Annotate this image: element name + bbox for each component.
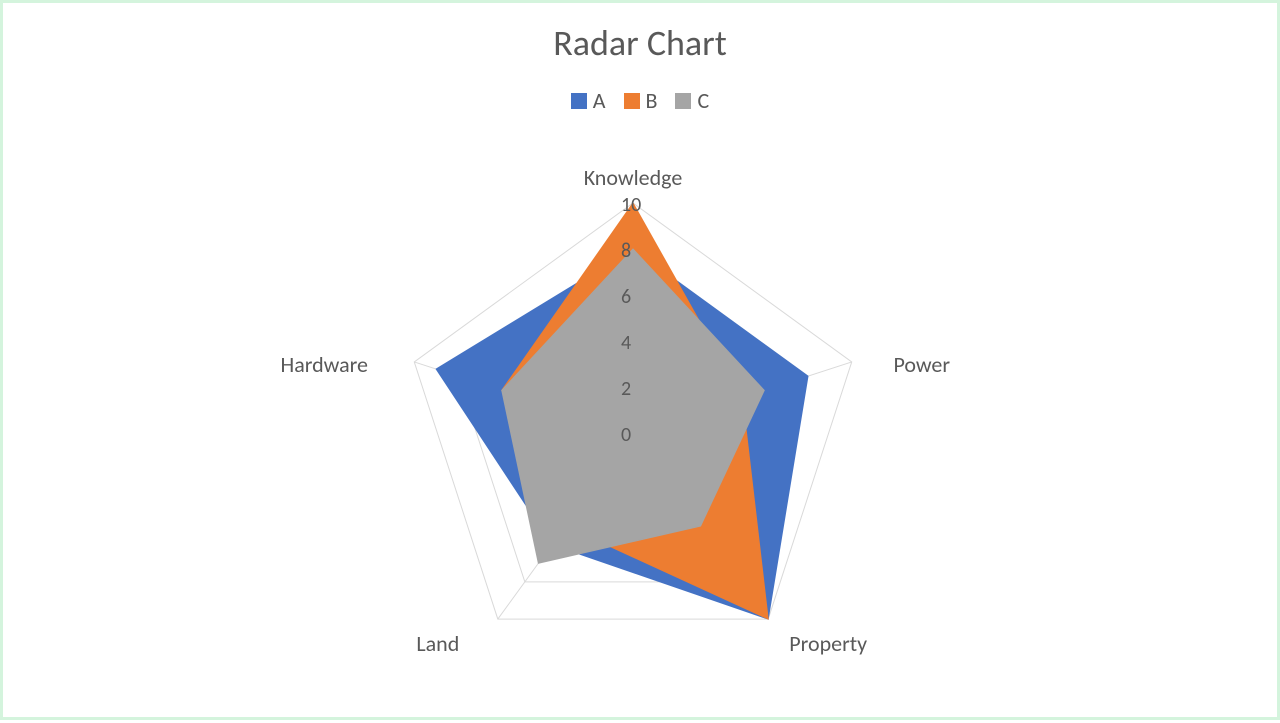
tick-label-0: 0 — [621, 423, 631, 447]
chart-frame: { "chart": { "type": "radar", "title": "… — [0, 0, 1280, 720]
axis-label-power: Power — [893, 351, 950, 378]
axis-label-land: Land — [416, 630, 459, 657]
radar-svg — [3, 3, 1280, 723]
tick-label-2: 2 — [621, 377, 631, 401]
series-group — [436, 203, 808, 619]
axis-label-knowledge: Knowledge — [584, 164, 683, 191]
tick-label-10: 10 — [621, 193, 641, 217]
axis-label-hardware: Hardware — [280, 351, 368, 378]
tick-label-4: 4 — [621, 331, 631, 355]
axis-label-property: Property — [789, 630, 867, 657]
tick-label-6: 6 — [621, 285, 631, 309]
tick-label-8: 8 — [621, 239, 631, 263]
